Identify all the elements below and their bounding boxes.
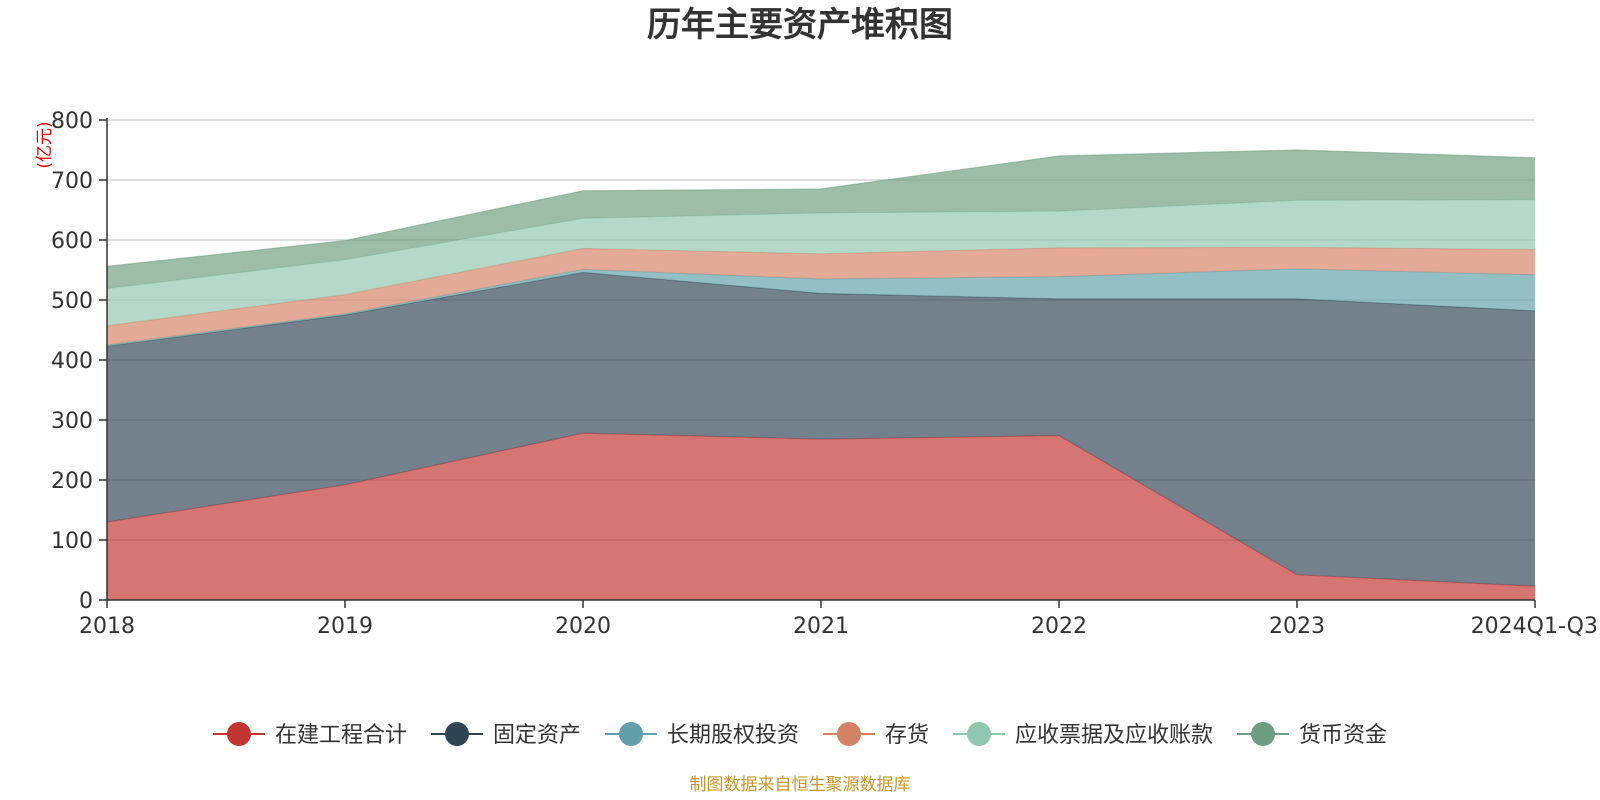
- x-tick-label: 2024Q1-Q3: [1471, 614, 1598, 639]
- legend-label: 货币资金: [1299, 723, 1387, 748]
- chart-title: 历年主要资产堆积图: [647, 5, 953, 45]
- legend[interactable]: 在建工程合计 固定资产 长期股权投资 存货 应收票据及应收账款 货币资金: [212, 722, 1387, 748]
- y-tick-label: 200: [51, 469, 93, 494]
- x-tick-label: 2021: [793, 614, 849, 639]
- y-tick-label: 100: [51, 529, 93, 554]
- legend-item-5[interactable]: 货币资金: [1237, 722, 1387, 748]
- legend-label: 在建工程合计: [275, 723, 407, 748]
- y-tick-label: 400: [51, 349, 93, 374]
- x-tick-label: 2020: [555, 614, 611, 639]
- legend-swatch-dot: [618, 722, 643, 746]
- legend-swatch-dot: [967, 722, 992, 746]
- y-tick-label: 800: [51, 109, 93, 134]
- area-series-layer: [106, 149, 1536, 600]
- axes: 0 100 200 300 400 500 600 700 800 2018 2019 2020 202…: [51, 109, 1598, 639]
- legend-label: 长期股权投资: [667, 723, 799, 748]
- x-tick-label: 2022: [1031, 614, 1087, 639]
- legend-swatch-dot: [837, 722, 861, 746]
- area-series-2: [107, 268, 1535, 347]
- x-tick-label: 2019: [317, 614, 373, 639]
- legend-item-2[interactable]: 长期股权投资: [604, 722, 799, 748]
- legend-swatch-dot: [444, 722, 469, 746]
- area-series-0: [107, 433, 1535, 600]
- area-series-1: [107, 272, 1535, 587]
- area-series-5: [107, 150, 1535, 289]
- legend-item-0[interactable]: 在建工程合计: [212, 722, 407, 748]
- area-series-4: [107, 199, 1535, 326]
- y-axis-unit-label: (亿元): [35, 121, 55, 168]
- legend-label: 固定资产: [493, 723, 581, 748]
- x-tick-label: 2018: [79, 614, 135, 639]
- legend-item-4[interactable]: 应收票据及应收账款: [953, 722, 1213, 748]
- legend-item-1[interactable]: 固定资产: [430, 722, 581, 748]
- area-series-edge-5: [106, 149, 1536, 267]
- y-tick-label: 700: [51, 169, 93, 194]
- x-tick-label: 2023: [1269, 614, 1325, 639]
- y-tick-label: 600: [51, 229, 93, 254]
- legend-label: 应收票据及应收账款: [1015, 723, 1213, 748]
- y-tick-label: 500: [51, 289, 93, 314]
- y-tick-label: 0: [79, 589, 93, 614]
- legend-swatch-dot: [226, 722, 251, 746]
- y-tick-label: 300: [51, 409, 93, 434]
- legend-swatch-dot: [1251, 722, 1276, 746]
- source-note: 制图数据来自恒生聚源数据库: [690, 775, 911, 795]
- legend-item-3[interactable]: 存货: [823, 722, 929, 748]
- legend-label: 存货: [885, 723, 929, 748]
